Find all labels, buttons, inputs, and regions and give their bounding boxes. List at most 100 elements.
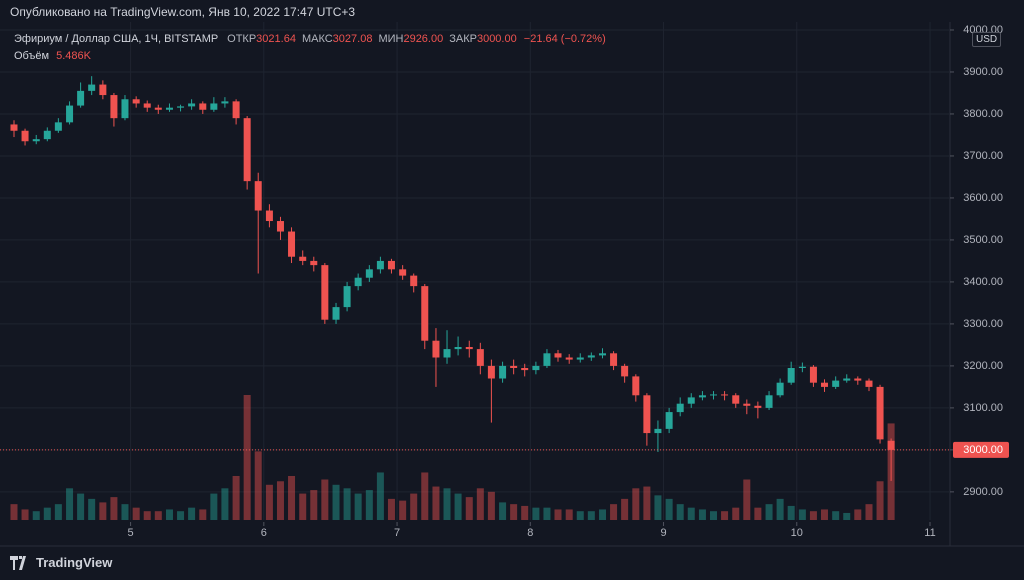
volume-value: 5.486K	[56, 50, 91, 62]
currency[interactable]: USD	[972, 32, 1002, 47]
candle-body	[499, 365, 507, 379]
volume-bar	[210, 493, 218, 520]
volume-bar	[587, 511, 595, 520]
candle-body	[543, 353, 551, 366]
candle-body	[21, 130, 29, 142]
candle-body	[365, 269, 373, 278]
candle-body	[10, 124, 18, 131]
volume-title: Объём	[14, 50, 50, 62]
volume-bar	[321, 479, 329, 520]
volume-bar	[610, 504, 618, 520]
candle-body	[132, 99, 140, 104]
volume-legend: Объём 5.486K	[14, 50, 91, 62]
volume-bar	[354, 493, 362, 520]
volume-bar	[399, 500, 407, 520]
volume-bar	[754, 507, 762, 520]
ohlc-label: МАКС	[301, 33, 333, 45]
volume-bar	[10, 504, 18, 520]
y-tick-label: 3900.00	[963, 66, 1003, 78]
volume-bar	[288, 475, 296, 520]
candle-body	[387, 260, 395, 270]
candle-body	[43, 130, 51, 140]
candle-body	[77, 90, 85, 106]
volume-bar	[332, 484, 340, 520]
candle-body	[432, 340, 440, 358]
y-tick-label: 3500.00	[963, 234, 1003, 246]
candle-body	[887, 440, 895, 450]
volume-bar	[621, 498, 629, 520]
volume-bar	[199, 509, 207, 520]
volume-bar	[676, 504, 684, 520]
volume-bar	[43, 507, 51, 520]
volume-bar	[276, 481, 284, 520]
candle-body	[832, 380, 840, 387]
volume-bar	[343, 488, 351, 520]
volume-bar	[765, 504, 773, 520]
candle-body	[532, 365, 540, 371]
candle-body	[210, 103, 218, 110]
candle-body	[221, 101, 229, 104]
candle-body	[332, 307, 340, 320]
volume-bar	[121, 504, 129, 520]
x-tick-label: 9	[660, 527, 666, 539]
candle-body	[88, 84, 96, 91]
ohlc-value: 3000.00	[476, 33, 517, 45]
candle-body	[698, 395, 706, 398]
volume-bar	[865, 504, 873, 520]
candle-body	[843, 378, 851, 381]
candle-body	[110, 95, 118, 119]
candle-body	[610, 353, 618, 366]
y-tick-label: 3800.00	[963, 108, 1003, 120]
published: Опубликовано на TradingView.com, Янв 10,…	[10, 5, 356, 19]
candle-body	[354, 277, 362, 287]
candle-body	[265, 210, 273, 222]
candle-body	[599, 353, 607, 356]
y-tick-label: 3100.00	[963, 402, 1003, 414]
volume-bar	[732, 507, 740, 520]
volume-bar	[443, 488, 451, 520]
candle-body	[487, 365, 495, 379]
volume-bar	[432, 486, 440, 520]
volume-bar	[476, 488, 484, 520]
candle-body	[632, 376, 640, 396]
candle-body	[687, 397, 695, 404]
volume-bar	[243, 395, 251, 520]
volume-bar	[554, 509, 562, 520]
candle-body	[66, 105, 74, 123]
volume-bar	[221, 488, 229, 520]
candle-body	[154, 107, 162, 110]
symbol: Эфириум / Доллар США, 1Ч, BITSTAMP	[14, 33, 219, 45]
candle-body	[676, 403, 684, 413]
candle-body	[743, 403, 751, 406]
volume-bar	[365, 490, 373, 520]
volume-bar	[487, 491, 495, 520]
candle-body	[177, 106, 185, 108]
legend: Эфириум / Доллар США, 1Ч, BITSTAMP ОТКР3…	[14, 33, 606, 45]
candle-body	[54, 122, 62, 131]
candle-body	[310, 260, 318, 266]
volume-bar	[787, 505, 795, 520]
candle-body	[865, 380, 873, 387]
candle-body	[876, 386, 884, 440]
candle-body	[465, 347, 473, 350]
volume-bar	[421, 472, 429, 520]
ohlc-value: 3027.08	[332, 33, 373, 45]
brand: TradingView	[10, 555, 112, 570]
ohlc: ОТКР3021.64 МАКС3027.08 МИН2926.00 ЗАКР3000…	[221, 33, 517, 45]
candle-body	[621, 365, 629, 377]
volume-bar	[165, 509, 173, 520]
volume-bar	[743, 479, 751, 520]
volume-bar	[643, 486, 651, 520]
candle-body	[188, 103, 196, 107]
volume-bar	[820, 509, 828, 520]
x-tick-label: 10	[791, 527, 803, 539]
volume-bar	[410, 493, 418, 520]
volume-bar	[698, 509, 706, 520]
candle-body	[776, 382, 784, 396]
candle-body	[443, 349, 451, 358]
volume-bar	[21, 509, 29, 520]
ohlc-label: ОТКР	[227, 33, 257, 45]
volume-bar	[510, 504, 518, 520]
x-tick-label: 8	[527, 527, 533, 539]
